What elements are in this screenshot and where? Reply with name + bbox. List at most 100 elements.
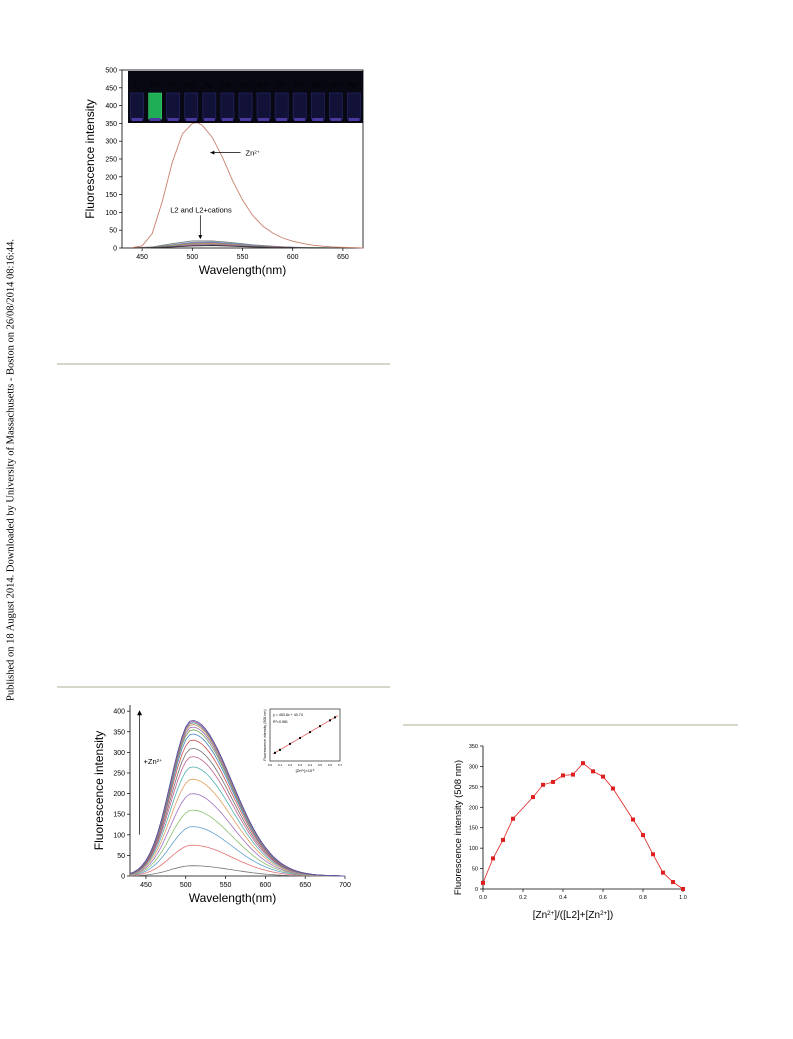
job-plot-point [611,786,615,791]
divider-2 [57,686,390,688]
job-plot-point [491,856,495,861]
vial-label: Hg2+ [185,82,198,89]
spectrum-line [131,122,364,249]
inset-data-point [279,748,281,751]
y-tick-label: 500 [105,68,117,75]
vial-label: Fe3+ [167,82,179,89]
x-tick-label: 450 [140,882,152,889]
vial-label: L2 [134,82,140,90]
y-tick-label: 0 [113,246,117,253]
download-notice-text: Published on 18 August 2014. Downloaded … [5,239,17,701]
vial-label: Ca2+ [221,82,234,89]
inset-x-tick-label: 0.3 [298,763,303,767]
y-axis-label: Fluorescence intensity [92,731,106,850]
titration-annotation-label: +Zn2+ [144,757,163,766]
divider-3 [403,724,738,726]
vial [184,92,199,120]
inset-x-tick-label: 0.6 [328,763,333,767]
x-axis-label: Wavelength(nm) [189,891,277,905]
cations-annotation-label: L2 and L2+cations [170,205,232,214]
x-tick-label: 700 [339,882,351,889]
inset-x-tick-label: 0.2 [288,763,293,767]
y-tick-label: 100 [469,846,478,852]
y-tick-label: 400 [105,103,117,110]
vial [130,92,144,120]
job-plot-point [481,880,485,885]
x-tick-label: 0.0 [479,895,487,901]
vial-label: Pb2+ [312,82,325,89]
vial-base [294,118,306,121]
job-plot-point [641,833,645,838]
titration-spectrum-line [129,719,345,877]
inset-x-tick-label: 0.0 [268,763,273,767]
x-tick-label: 0.6 [599,895,607,901]
y-tick-label: 50 [117,853,125,860]
vial-label: Ni2+ [277,82,288,89]
job-plot-point [551,779,555,784]
inset-y-axis-label: Fluorescence intensity (508 nm) [263,709,267,760]
x-tick-label: 450 [136,254,148,261]
y-tick-label: 200 [113,791,125,798]
figure-3-job-plot: 0 50 100 150 200 250 300 350 0.0 0.2 0.4 0.6 0.8 1.0 [… [453,744,687,921]
vial-label: Co2+ [257,82,270,89]
inset-x-axis-label: [Zn2+]×10-5 [296,768,315,773]
inset-data-point [299,736,301,739]
vial-base [239,118,252,121]
inset-data-point [309,731,311,734]
y-tick-label: 0 [121,874,125,881]
x-tick-label: 650 [299,882,311,889]
inset-data-point [274,751,276,754]
y-tick-label: 150 [105,192,117,199]
y-tick-label: 250 [469,785,478,791]
y-tick-label: 250 [113,770,125,777]
inset-data-point [329,719,331,722]
y-axis-label: Fluorescence intensity [83,99,97,218]
job-plot-point [591,769,595,774]
job-plot-point [681,887,685,891]
x-tick-label: 0.8 [639,895,647,901]
vial [347,92,361,120]
x-axis-label: Wavelength(nm) [199,263,287,277]
vial-base [258,118,270,121]
x-tick-label: 0.2 [519,895,527,901]
x-tick-label: 550 [220,882,232,889]
vial-label: Ag+ [204,82,215,89]
vial [292,92,307,120]
vial-label: Cu2+ [239,82,252,89]
vial-base [276,118,288,121]
vial-base [167,118,179,121]
inset-fit-line [272,715,339,755]
divider-1 [57,363,390,365]
y-tick-label: 300 [113,750,125,757]
y-tick-label: 150 [113,812,125,819]
x-tick-label: 500 [186,254,198,261]
vial-base [203,118,215,121]
y-tick-label: 350 [469,744,478,750]
figure-1-emission-spectra: 0 50 100 150 200 250 300 350 400 450 500 450 500 550 6… [83,68,364,277]
inset-r-squared: R2=0.981 [273,720,288,724]
inset-x-tick-label: 0.1 [278,763,283,767]
x-tick-label: 650 [337,254,349,261]
vial-base [149,118,161,121]
download-notice-sidebar: Published on 18 August 2014. Downloaded … [0,0,22,1039]
vial-base [221,118,233,121]
vial [166,92,181,120]
vial-base [312,118,324,121]
vial-label: Cd2+ [294,82,307,89]
vial [274,92,289,120]
inset-photo-vials: L2 Zn2+ Fe3+ Hg2+ Ag+ Ca2+ Cu2+ Co2+ Ni2+ Cd2+ Pb2… [128,71,363,123]
y-tick-label: 350 [113,729,125,736]
inset-linear-fit: 0.0 0.1 0.2 0.3 0.4 0.5 0.6 0.7 y = 453.8x + 40.… [263,708,342,773]
job-plot-point [561,773,565,778]
vial [329,92,343,120]
vial [238,92,253,120]
y-tick-label: 50 [472,867,478,873]
vial-label: Mg2+ [347,82,361,89]
y-tick-label: 100 [113,832,125,839]
figure-2-titration-spectra: 0 50 100 150 200 250 300 350 400 450 500 550 600 650 7… [92,705,351,905]
y-tick-label: 50 [109,228,117,235]
job-plot-point [671,880,675,885]
y-tick-label: 350 [105,121,117,128]
job-plot-point [581,761,585,766]
x-tick-label: 550 [237,254,249,261]
